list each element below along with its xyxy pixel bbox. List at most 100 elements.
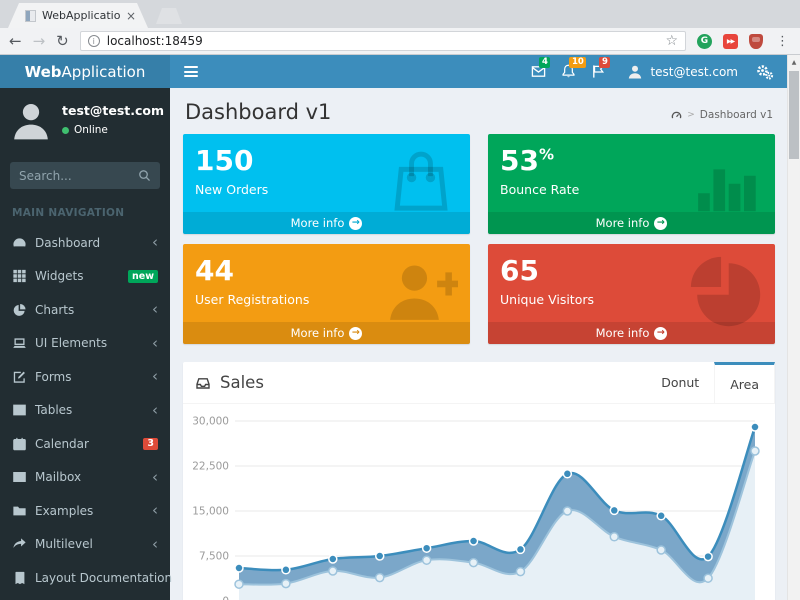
sidebar-item-examples[interactable]: Examples ‹ [0, 494, 170, 528]
user-menu[interactable]: test@test.com [613, 64, 750, 80]
new-tab-button[interactable] [156, 8, 182, 24]
svg-text:0: 0 [222, 596, 229, 600]
app-logo[interactable]: Web Application [0, 55, 170, 88]
arrow-circle-icon: → [654, 326, 668, 340]
search-input[interactable] [19, 168, 134, 183]
scrollbar-thumb[interactable] [789, 71, 799, 159]
item-label: Tables [35, 403, 73, 418]
item-label: Charts [35, 302, 75, 317]
more-info-link[interactable]: More info → [183, 212, 470, 234]
table-icon [13, 404, 26, 416]
chevron-left-icon: ‹ [152, 300, 158, 319]
sidebar-item-calendar[interactable]: Calendar 3 [0, 427, 170, 461]
chevron-left-icon: ‹ [152, 467, 158, 486]
edit-icon [13, 371, 25, 383]
app-header: Web Application 4 10 9 test@test.com [0, 55, 800, 88]
gauge-icon [13, 238, 26, 247]
browser-tab[interactable]: WebApplication × [8, 3, 148, 28]
svg-text:15,000: 15,000 [192, 506, 229, 518]
percent-suffix: % [538, 145, 554, 164]
scrollbar-up-arrow-icon[interactable]: ▲ [791, 58, 797, 66]
arrow-circle-icon: → [349, 216, 363, 230]
shopping-bag-icon [384, 146, 458, 218]
tasks-menu[interactable]: 9 [583, 55, 613, 88]
sidebar-section-main: MAIN NAVIGATION [12, 207, 125, 219]
laptop-icon [13, 338, 26, 349]
chevron-left-icon: ‹ [152, 367, 158, 386]
sidebar-item-widgets[interactable]: Widgets new [0, 260, 170, 294]
sidebar-item-ui-elements[interactable]: UI Elements ‹ [0, 327, 170, 361]
svg-text:7,500: 7,500 [199, 551, 229, 563]
item-label: Layout Documentation [35, 570, 173, 585]
grid-icon [13, 270, 26, 283]
sidebar-toggle-button[interactable] [170, 55, 212, 88]
sidebar-item-forms[interactable]: Forms ‹ [0, 360, 170, 394]
back-button[interactable]: ← [9, 31, 22, 50]
browser-menu-button[interactable]: ⋮ [776, 33, 789, 49]
notifications-badge: 10 [569, 57, 587, 68]
sidebar-item-dashboard[interactable]: Dashboard ‹ [0, 226, 170, 260]
info-box-label: Bounce Rate [500, 182, 580, 198]
tab-close-icon[interactable]: × [125, 8, 136, 23]
tab-area[interactable]: Area [714, 362, 775, 403]
info-box-bounce-rate: 53% Bounce Rate More info → [488, 134, 775, 234]
item-label: Forms [35, 369, 72, 384]
info-box-label: New Orders [195, 182, 269, 198]
refresh-button[interactable]: ↻ [56, 31, 69, 50]
tasks-badge: 9 [599, 57, 611, 68]
more-info-link[interactable]: More info → [488, 322, 775, 344]
chevron-left-icon: ‹ [152, 400, 158, 419]
item-label: UI Elements [35, 336, 108, 351]
sidebar-item-multilevel[interactable]: Multilevel ‹ [0, 528, 170, 562]
top-navbar: 4 10 9 test@test.com [170, 55, 800, 88]
inbox-icon [196, 377, 210, 389]
notifications-menu[interactable]: 10 [553, 55, 587, 88]
more-info-link[interactable]: More info → [488, 212, 775, 234]
sales-panel: Sales Donut Area 30,000 22,500 15,000 7,500… [183, 362, 775, 600]
folder-icon [13, 506, 26, 516]
logo-bold: Web [24, 62, 62, 81]
more-info-link[interactable]: More info → [183, 322, 470, 344]
more-info-label: More info [595, 326, 650, 340]
control-sidebar-button[interactable] [750, 55, 780, 88]
sidebar: test@test.com Online MAIN NAVIGATION Das… [0, 88, 173, 600]
svg-text:30,000: 30,000 [192, 416, 229, 428]
messages-badge: 4 [539, 57, 551, 68]
extension-shield-icon[interactable] [749, 33, 763, 49]
info-box-new-orders: 150 New Orders More info → [183, 134, 470, 234]
info-box-value: 65 [500, 254, 539, 287]
logo-rest: Application [61, 62, 146, 81]
address-bar[interactable]: i localhost:18459 ☆ [79, 31, 686, 51]
sidebar-user-panel: test@test.com Online [0, 88, 170, 156]
page-scrollbar[interactable]: ▲ [787, 55, 800, 600]
calendar-badge: 3 [143, 437, 158, 450]
user-email: test@test.com [650, 64, 738, 79]
site-info-icon[interactable]: i [87, 35, 100, 47]
search-button[interactable] [138, 169, 151, 182]
extension-g-icon[interactable]: G [697, 33, 712, 49]
item-label: Dashboard [35, 235, 101, 250]
breadcrumb-separator: > [687, 110, 695, 120]
forward-button[interactable]: → [32, 31, 46, 50]
browser-toolbar: ← → ↻ i localhost:18459 ☆ G ▶▶ ⋮ [0, 28, 800, 55]
chevron-left-icon: ‹ [152, 233, 158, 252]
search-icon [139, 170, 150, 181]
info-box-value: 150 [195, 144, 254, 177]
extension-play-icon[interactable]: ▶▶ [723, 33, 738, 49]
chevron-left-icon: ‹ [152, 333, 158, 352]
info-box-user-registrations: 44 User Registrations More info → [183, 244, 470, 344]
sidebar-item-charts[interactable]: Charts ‹ [0, 293, 170, 327]
sidebar-section-labels: LABELS [0, 595, 170, 600]
sidebar-item-layout-documentation[interactable]: Layout Documentation [0, 561, 173, 595]
area-chart-canvas: 30,000 22,500 15,000 7,500 0 [192, 416, 760, 600]
book-icon [15, 571, 25, 584]
bar-chart-icon [689, 146, 763, 218]
bookmark-star-icon[interactable]: ☆ [665, 33, 678, 49]
tab-donut[interactable]: Donut [646, 362, 715, 403]
sidebar-item-tables[interactable]: Tables ‹ [0, 394, 170, 428]
info-box-label: Unique Visitors [500, 292, 595, 308]
url-text[interactable]: localhost:18459 [106, 34, 203, 48]
sidebar-item-mailbox[interactable]: Mailbox ‹ [0, 461, 170, 495]
messages-menu[interactable]: 4 [523, 55, 553, 88]
breadcrumb[interactable]: > Dashboard v1 [671, 109, 773, 121]
